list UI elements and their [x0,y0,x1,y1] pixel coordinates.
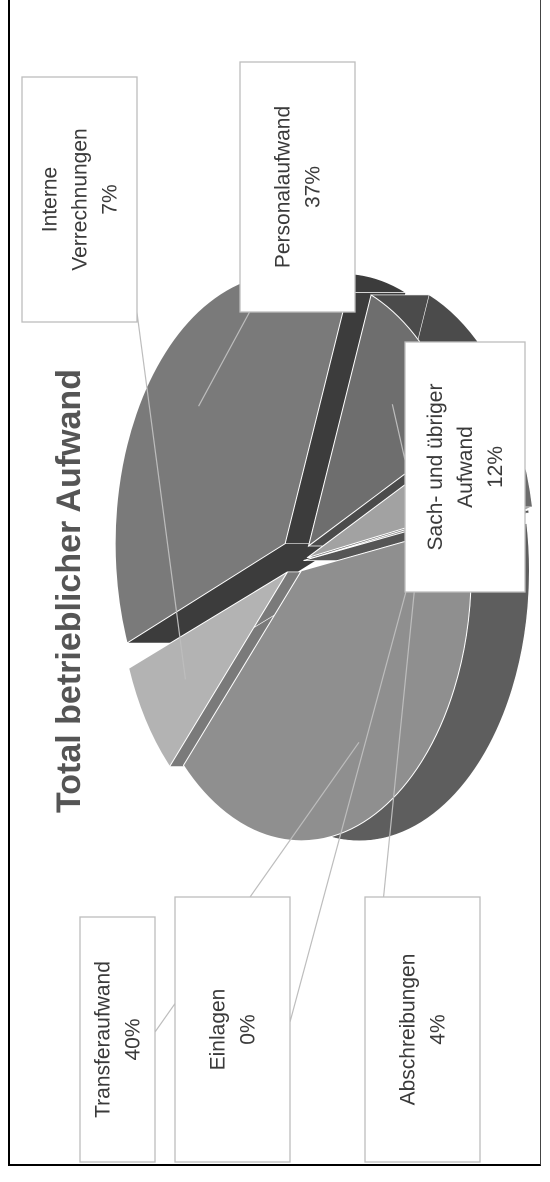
label-box-0 [239,61,356,313]
pie-slice-4 [182,522,472,842]
data-label-5-line-2: 7% [99,184,122,214]
chart-title: Total betrieblicher Aufwand [50,369,88,813]
label-box-1 [404,341,526,593]
data-label-5-line-1: Verrechnungen [69,128,92,270]
data-label-0-line-0: Personalaufwand [272,106,295,268]
data-label-3-line-0: Einlagen [207,989,230,1071]
data-label-5-line-0: Interne [39,167,62,232]
data-label-1-line-0: Sach- und übriger [424,384,447,551]
data-label-1-line-2: 12% [484,446,507,488]
leader-line-0 [198,301,256,407]
data-label-4-line-0: Transferaufwand [92,961,115,1118]
pie-slice-5 [128,571,288,768]
label-box-4 [79,916,156,1163]
data-label-0-line-1: 37% [302,166,325,208]
data-label-2-line-0: Abschreibungen [397,954,420,1106]
data-label-3-line-1: 0% [237,1014,260,1044]
label-box-5 [21,76,138,323]
leader-line-3 [289,525,425,1023]
data-label-4-line-1: 40% [122,1018,145,1060]
data-label-2-line-1: 4% [427,1014,450,1044]
pie-top-layer [114,273,475,842]
label-boxes: Personalaufwand 37% Sach- und übriger Aufwa… [21,61,526,1163]
data-label-1-line-1: Aufwand [454,426,477,508]
label-box-3 [174,896,291,1163]
label-box-2 [364,896,481,1163]
